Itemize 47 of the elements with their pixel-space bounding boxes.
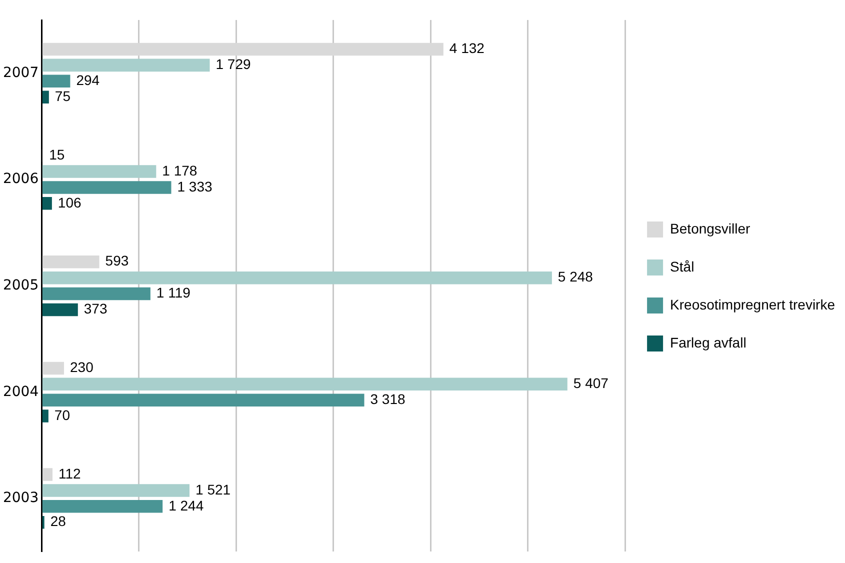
data-label: 1 333 [177,178,212,194]
bar [42,165,156,178]
legend-label: Kreosotimpregnert trevirke [670,296,836,312]
bar [42,271,552,284]
legend-label: Stål [670,258,694,274]
bar [42,256,100,268]
y-tick-label: 2003 [2,490,39,506]
data-label: 1 178 [162,162,198,178]
data-label: 294 [76,72,100,88]
data-label: 1 244 [168,497,204,514]
legend-label: Farleg avfall [670,334,746,350]
bar [42,410,48,422]
legend-label: Betongsviller [670,220,751,236]
bar [42,500,163,513]
data-label: 75 [54,88,71,104]
bar [42,468,53,481]
y-tick-label: 2004 [2,384,39,400]
bar [42,58,210,72]
y-tick-label: 2007 [2,64,39,81]
data-label: 5 407 [573,375,609,392]
data-label: 373 [84,300,108,317]
bar [42,90,49,104]
bar [42,362,64,375]
data-label: 593 [105,252,129,269]
bar [42,484,190,497]
bar [42,378,568,391]
data-label: 1 729 [216,56,251,72]
y-tick-label: 2006 [2,171,39,188]
data-label: 1 119 [156,284,191,301]
bar [42,42,444,56]
data-label: 1 521 [196,481,231,498]
bar [42,303,78,316]
data-label: 5 248 [558,268,594,285]
data-label: 15 [49,146,65,162]
bar [42,74,70,88]
data-label: 230 [70,359,94,376]
data-label: 28 [50,513,66,530]
bar [42,181,172,194]
data-label: 106 [58,194,82,210]
data-label: 112 [58,465,82,482]
bar [42,287,150,300]
data-label: 4 132 [449,40,485,56]
data-label: 70 [54,406,70,423]
bar [42,394,364,406]
y-tick-label: 2005 [2,277,39,294]
bar [42,197,52,210]
data-label: 3 318 [370,390,406,407]
